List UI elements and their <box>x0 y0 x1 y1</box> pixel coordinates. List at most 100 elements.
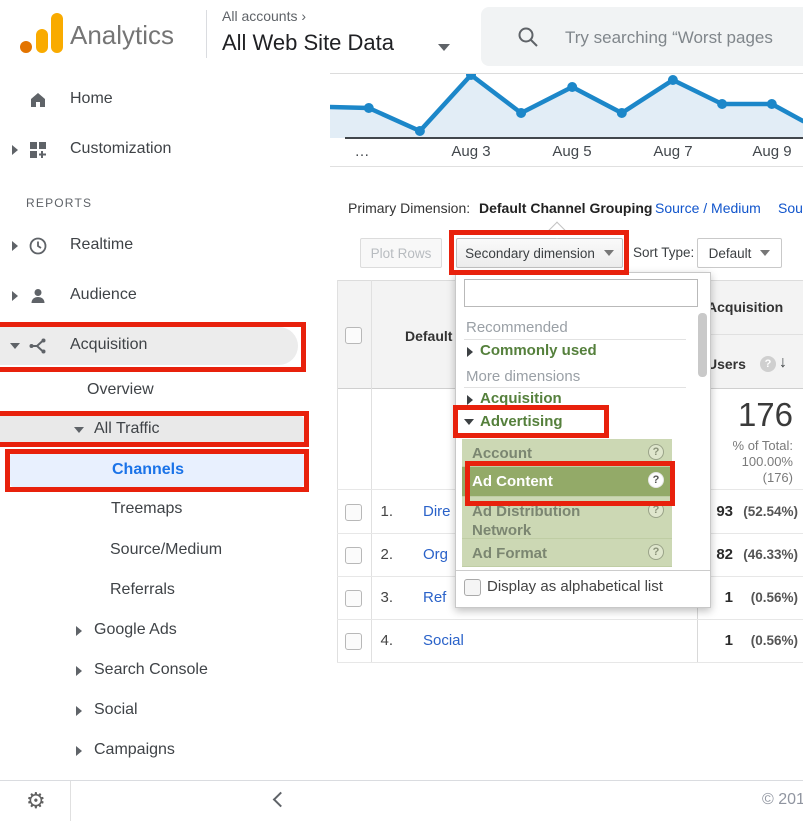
dropdown-scrollbar[interactable] <box>698 313 707 377</box>
users-column-header[interactable]: Users <box>707 356 746 372</box>
search-bar[interactable] <box>481 7 803 68</box>
alphabetical-list-label: Display as alphabetical list <box>487 578 663 595</box>
help-icon[interactable]: ? <box>648 444 664 460</box>
plot-rows-button[interactable]: Plot Rows <box>360 238 442 268</box>
row-checkbox[interactable] <box>345 504 362 521</box>
chart-data-point <box>363 103 374 113</box>
sidebar-item-channels[interactable]: Channels <box>0 454 330 488</box>
dimension-option-ad-distribution-network[interactable]: Ad Distribution Network ? <box>462 497 672 539</box>
users-total-pct-line3: (176) <box>762 470 793 485</box>
sidebar-item-label: Home <box>70 90 113 107</box>
sidebar-item-social[interactable]: Social <box>0 694 330 728</box>
acquisition-group[interactable]: Acquisition <box>480 390 562 407</box>
channel-link[interactable]: Dire <box>423 503 451 520</box>
primary-dimension-selected[interactable]: Default Channel Grouping <box>479 200 653 216</box>
home-icon <box>31 93 45 107</box>
chevron-down-icon <box>603 250 614 256</box>
collapse-sidebar-icon[interactable] <box>272 791 289 808</box>
search-icon <box>518 27 538 47</box>
sidebar-item-referrals[interactable]: Referrals <box>0 574 330 608</box>
sidebar-item-home[interactable]: Home <box>0 83 330 117</box>
chevron-down-icon <box>438 44 450 51</box>
sidebar-item-realtime[interactable]: Realtime <box>0 229 330 263</box>
chart-top-border <box>330 73 803 74</box>
users-value: 82 <box>716 546 733 563</box>
users-value: 93 <box>716 503 733 520</box>
sidebar-item-label: Treemaps <box>111 500 183 517</box>
row-divider <box>337 619 803 620</box>
dimension-option-ad-content[interactable]: Ad Content ? <box>462 467 672 497</box>
sidebar-item-google-ads[interactable]: Google Ads <box>0 614 330 648</box>
x-tick-label: … <box>354 143 370 160</box>
dimension-column-header[interactable]: Default <box>405 328 453 344</box>
sidebar-item-source-medium[interactable]: Source/Medium <box>0 534 330 568</box>
row-divider <box>337 662 803 663</box>
sidebar-item-label: Search Console <box>94 661 208 678</box>
help-icon[interactable]: ? <box>648 502 664 518</box>
sidebar-item-label: Channels <box>112 461 185 478</box>
channel-link[interactable]: Org <box>423 546 449 563</box>
help-icon[interactable]: ? <box>760 356 776 372</box>
dimension-search-input[interactable] <box>464 279 698 307</box>
secondary-dimension-button[interactable]: Secondary dimension <box>456 238 623 268</box>
primary-dimension-link-source-medium[interactable]: Source / Medium <box>655 200 761 216</box>
checkbox-column-border <box>371 280 372 663</box>
help-icon[interactable]: ? <box>648 472 664 488</box>
property-selector[interactable]: All Web Site Data <box>222 30 395 55</box>
sort-type-value: Default <box>708 245 752 261</box>
dimension-option-account[interactable]: Account ? <box>462 439 672 467</box>
breadcrumb[interactable]: All accounts › <box>222 8 306 24</box>
sort-type-dropdown[interactable]: Default <box>697 238 782 268</box>
primary-dimension-link-source[interactable]: Sou <box>778 200 803 216</box>
more-dimensions-section-label: More dimensions <box>466 368 581 385</box>
row-checkbox[interactable] <box>345 547 362 564</box>
sidebar-item-customization[interactable]: Customization <box>0 133 330 167</box>
commonly-used-group[interactable]: Commonly used <box>480 342 597 359</box>
reports-section-label: REPORTS <box>26 196 93 210</box>
select-all-checkbox[interactable] <box>345 327 362 344</box>
dimension-option-label: Ad Format <box>472 545 547 562</box>
sidebar-item-overview[interactable]: Overview <box>0 374 330 408</box>
sidebar-item-treemaps[interactable]: Treemaps <box>0 493 330 527</box>
all-traffic-bg <box>0 416 304 445</box>
sidebar-item-label: Acquisition <box>70 336 148 353</box>
users-value: 1 <box>724 632 733 649</box>
gear-icon[interactable]: ⚙ <box>26 788 46 813</box>
channel-link[interactable]: Social <box>423 632 464 649</box>
alphabetical-list-checkbox[interactable] <box>464 579 481 596</box>
caret-right-icon <box>76 706 82 716</box>
row-checkbox[interactable] <box>345 590 362 607</box>
caret-right-icon <box>76 746 82 756</box>
channel-link[interactable]: Ref <box>423 589 447 606</box>
row-checkbox[interactable] <box>345 633 362 650</box>
table-left-border <box>337 280 338 663</box>
chart-data-point <box>414 126 425 136</box>
dimension-option-label: Account <box>472 445 532 462</box>
advertising-group[interactable]: Advertising <box>480 413 563 430</box>
breadcrumb-all-accounts[interactable]: All accounts <box>222 8 298 24</box>
dimension-option-ad-format[interactable]: Ad Format ? <box>462 539 672 567</box>
sort-descending-icon[interactable]: ↓ <box>779 354 787 371</box>
caret-down-icon <box>74 427 84 433</box>
sidebar-item-label: Realtime <box>70 236 134 253</box>
customization-icon <box>30 142 46 158</box>
sidebar-item-campaigns[interactable]: Campaigns <box>0 734 330 768</box>
sidebar-item-audience[interactable]: Audience <box>0 279 330 313</box>
sidebar-item-acquisition[interactable]: Acquisition <box>0 329 330 363</box>
footer-divider <box>70 781 71 821</box>
users-line-chart <box>330 74 803 138</box>
primary-dimension-label: Primary Dimension: <box>348 200 471 216</box>
row-index: 2. <box>380 546 393 563</box>
analytics-logo-icon <box>51 13 63 53</box>
bottom-bar: ⚙ © 201 <box>0 780 803 821</box>
sidebar-item-all-traffic[interactable]: All Traffic <box>0 413 330 447</box>
x-tick-label: Aug 7 <box>653 143 693 160</box>
help-icon[interactable]: ? <box>648 544 664 560</box>
search-input[interactable] <box>563 7 797 68</box>
recommended-section-label: Recommended <box>466 319 568 336</box>
chart-data-point <box>766 99 777 109</box>
chart-data-point <box>717 99 728 109</box>
chart-area-fill <box>330 75 803 138</box>
sidebar-item-search-console[interactable]: Search Console <box>0 654 330 688</box>
